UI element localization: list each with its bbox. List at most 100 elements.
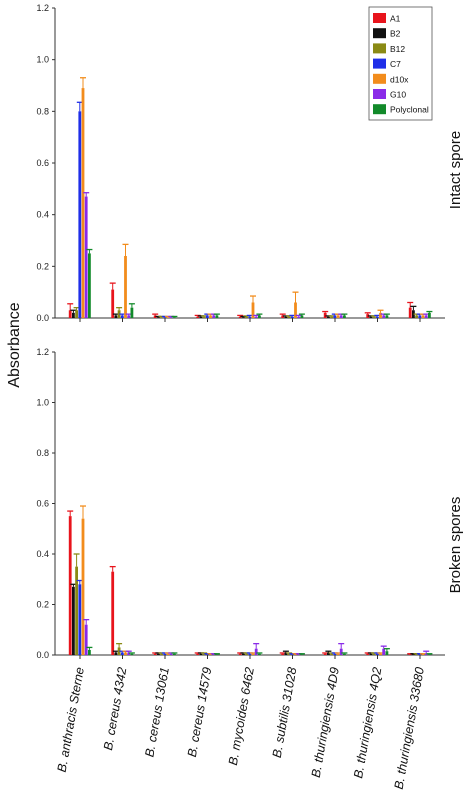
bar-C7 <box>163 653 167 655</box>
bar-Polyclonal <box>300 654 304 655</box>
bar-B12 <box>117 310 121 318</box>
bar-B12 <box>287 316 291 318</box>
legend-swatch-A1 <box>373 13 386 23</box>
bar-A1 <box>238 316 242 318</box>
bar-B2 <box>114 315 118 318</box>
bar-G10 <box>382 648 386 655</box>
bar-B2 <box>242 653 245 655</box>
bar-C7 <box>120 315 124 318</box>
y-tick-label: 1.0 <box>36 55 49 65</box>
bar-B2 <box>157 317 160 318</box>
bar-B12 <box>160 653 163 655</box>
bar-B2 <box>72 312 75 318</box>
plot-panel-2: 0.0 0.2 0.4 0.6 0.8 1.0 1.2 <box>36 347 445 660</box>
bar-Polyclonal <box>88 649 91 655</box>
legend-swatch-C7 <box>373 58 386 69</box>
bar-C7 <box>205 315 209 318</box>
bar-d10x <box>294 654 297 655</box>
y-tick-label: 0.2 <box>36 261 49 271</box>
legend-swatch-B2 <box>373 28 386 39</box>
bar-A1 <box>111 289 115 318</box>
bar-Polyclonal <box>385 651 389 655</box>
category-labels: B. anthracis Sterne B. cereus 4342 B. cere… <box>55 666 427 790</box>
bar-B12 <box>245 316 248 318</box>
category-label: B. thuringiensis 4Q2 <box>351 666 384 779</box>
bar-Polyclonal <box>428 654 431 655</box>
bar-Polyclonal <box>428 312 431 318</box>
bar-B12 <box>75 566 78 655</box>
legend-label: C7 <box>390 59 401 69</box>
bar-B2 <box>327 316 330 318</box>
bar-B2 <box>369 316 373 318</box>
category-label: B. thuringiensis 4D9 <box>309 666 342 779</box>
bar-C7 <box>248 653 252 655</box>
bar-d10x <box>124 256 127 318</box>
bar-C7 <box>290 654 294 655</box>
bar-A1 <box>153 653 157 655</box>
category-label: B. thuringiensis 33680 <box>392 666 427 790</box>
bar-G10 <box>424 653 428 655</box>
category-label: B. cereus 13061 <box>142 666 172 758</box>
bar-B12 <box>160 317 163 318</box>
bar-A1 <box>281 653 285 655</box>
legend-label: d10x <box>390 74 409 84</box>
bar-B12 <box>287 653 291 655</box>
bar-C7 <box>375 316 379 318</box>
bar-A1 <box>196 653 200 655</box>
bar-B2 <box>412 310 415 318</box>
bar-B2 <box>72 586 75 655</box>
y-tick-label: 1.2 <box>36 3 49 13</box>
legend-label: B12 <box>390 44 405 54</box>
bar-Polyclonal <box>258 653 261 655</box>
bar-B2 <box>199 653 203 655</box>
bar-A1 <box>366 314 370 318</box>
bar-C7 <box>205 654 209 655</box>
bar-d10x <box>421 654 425 655</box>
bar-B2 <box>242 317 245 318</box>
bar-C7 <box>78 584 82 655</box>
legend-swatch-B12 <box>373 43 386 54</box>
bar-B2 <box>284 652 288 655</box>
legend-label: B2 <box>390 29 401 39</box>
bar-A1 <box>68 310 72 318</box>
panel-title-top: Intact spore <box>447 131 464 209</box>
bar-B2 <box>199 316 203 318</box>
y-tick-label: 0.4 <box>36 210 49 220</box>
bar-A1 <box>153 315 157 318</box>
bar-G10 <box>84 196 88 318</box>
bar-B2 <box>114 652 118 655</box>
bar-C7 <box>333 315 337 318</box>
bar-d10x <box>81 88 85 318</box>
y-tick-label: 0.4 <box>36 549 49 559</box>
y-axis-label: Absorbance <box>6 302 23 387</box>
bar-B12 <box>415 654 418 655</box>
category-label: B. cereus 14579 <box>185 666 215 758</box>
bar-d10x <box>81 518 85 655</box>
bar-Polyclonal <box>258 315 261 318</box>
bar-Polyclonal <box>173 653 176 655</box>
bar-G10 <box>297 654 301 655</box>
bar-A1 <box>323 312 327 318</box>
category-label: B. subtilis 31028 <box>270 666 300 759</box>
bar-B2 <box>412 654 415 655</box>
bar-B12 <box>245 653 248 655</box>
bar-B12 <box>330 316 333 318</box>
bar-B12 <box>415 315 418 318</box>
bar-Polyclonal <box>300 315 304 318</box>
bar-B2 <box>327 652 330 655</box>
bar-G10 <box>254 648 258 655</box>
bar-Polyclonal <box>215 654 219 655</box>
bar-G10 <box>169 653 173 655</box>
bar-G10 <box>127 315 131 318</box>
bar-C7 <box>78 111 82 318</box>
bar-G10 <box>212 654 216 655</box>
bar-d10x <box>379 312 382 318</box>
y-tick-label: 0.6 <box>36 158 49 168</box>
bar-A1 <box>68 516 72 655</box>
bar-d10x <box>379 653 382 655</box>
y-tick-label: 1.0 <box>36 398 49 408</box>
y-tick-label: 0.0 <box>36 650 49 660</box>
bar-B12 <box>372 316 376 318</box>
bar-Polyclonal <box>88 253 91 318</box>
bar-G10 <box>339 315 343 318</box>
